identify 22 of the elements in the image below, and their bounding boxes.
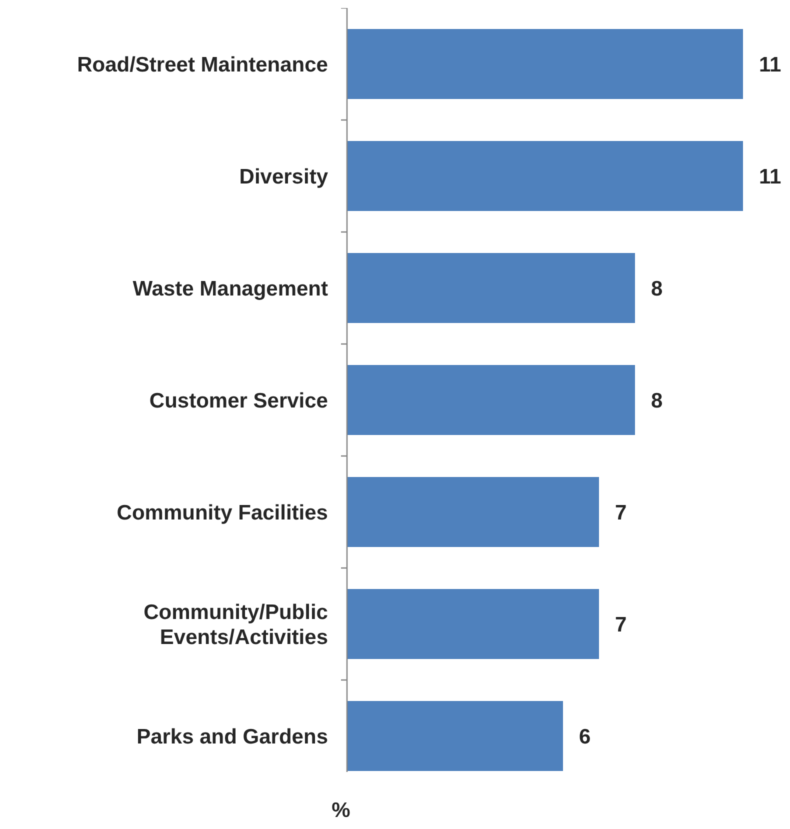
data-label: 8 bbox=[651, 277, 663, 300]
y-tick-label: Parks and Gardens bbox=[136, 725, 328, 748]
y-tick-label: Community Facilities bbox=[116, 501, 328, 524]
data-label: 7 bbox=[615, 613, 627, 636]
bar bbox=[347, 701, 563, 771]
y-tick-label: Customer Service bbox=[149, 389, 328, 412]
bar bbox=[347, 29, 743, 99]
y-tick-label: Diversity bbox=[239, 165, 328, 188]
data-label: 11 bbox=[759, 165, 782, 188]
bar bbox=[347, 477, 599, 547]
data-label: 6 bbox=[579, 725, 591, 748]
bar bbox=[347, 589, 599, 659]
bar bbox=[347, 141, 743, 211]
y-tick-label: Community/Public Events/Activities bbox=[144, 600, 328, 649]
x-axis-title: % bbox=[332, 799, 351, 822]
y-tick-label: Waste Management bbox=[132, 277, 328, 300]
data-label: 11 bbox=[759, 53, 782, 76]
bar bbox=[347, 365, 635, 435]
y-tick-label: Road/Street Maintenance bbox=[77, 53, 328, 76]
data-label: 8 bbox=[651, 389, 663, 412]
bar bbox=[347, 253, 635, 323]
data-label: 7 bbox=[615, 501, 627, 524]
